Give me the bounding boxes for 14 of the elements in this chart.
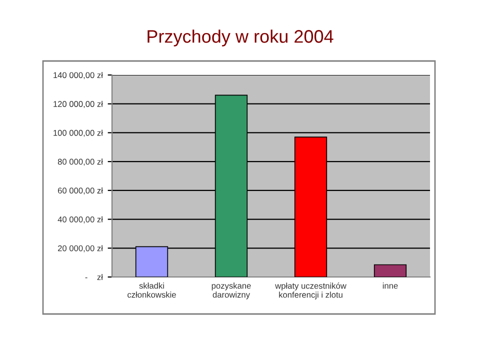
y-tick-label: - zł (85, 274, 103, 280)
y-tick-label: 120 000,00 zł (54, 100, 103, 108)
y-tick-label: 60 000,00 zł (58, 187, 103, 195)
x-tick-label: składki członkowskie (128, 282, 176, 298)
y-tick-label: 140 000,00 zł (54, 72, 103, 80)
x-tick-label: inne (382, 282, 398, 289)
chart-title: Przychody w roku 2004 (148, 30, 334, 46)
y-tick-label: 20 000,00 zł (58, 245, 103, 252)
y-tick-label: 80 000,00 zł (58, 158, 103, 166)
x-tick-label: pozyskane darowizny (212, 282, 251, 300)
bar (374, 264, 407, 277)
y-tick-label: 100 000,00 zł (54, 130, 103, 137)
y-tick-label: 40 000,00 zł (58, 216, 103, 224)
x-tick-label: wpłaty uczestników konferencji i zlotu (275, 282, 346, 300)
